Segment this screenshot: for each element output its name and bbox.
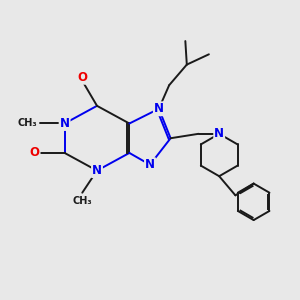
Text: CH₃: CH₃ — [73, 196, 92, 206]
Text: N: N — [154, 102, 164, 115]
Text: O: O — [30, 146, 40, 159]
Text: O: O — [77, 71, 87, 84]
Text: N: N — [60, 117, 70, 130]
Text: CH₃: CH₃ — [17, 118, 37, 128]
Text: N: N — [214, 127, 224, 140]
Text: N: N — [92, 164, 102, 177]
Text: N: N — [145, 158, 155, 171]
